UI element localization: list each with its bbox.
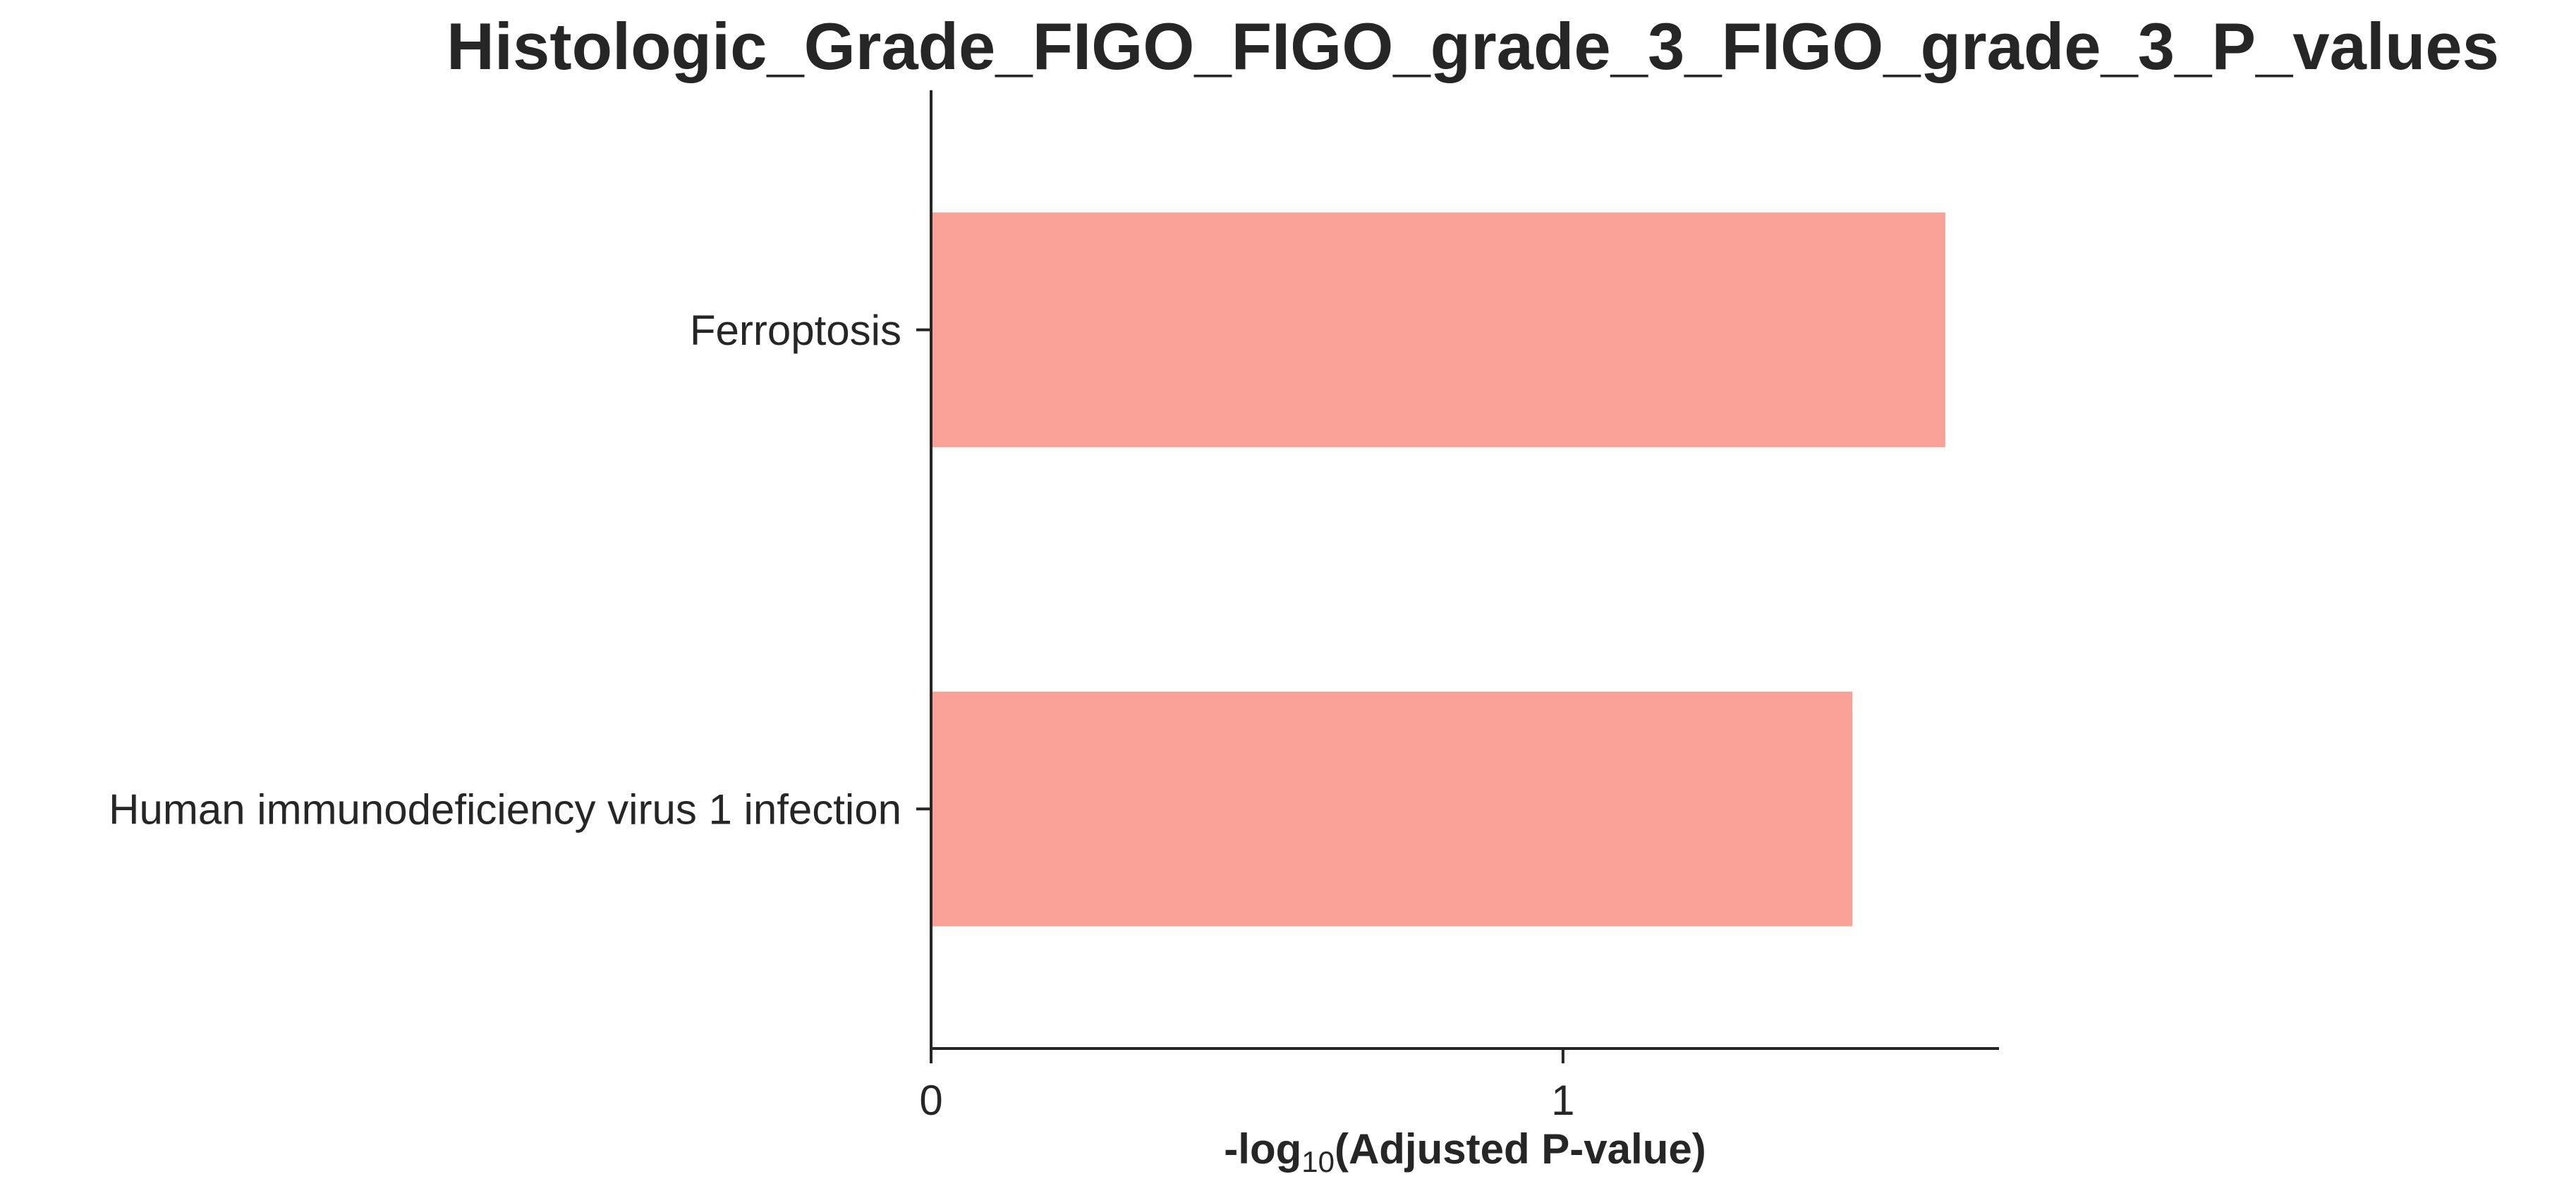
x-axis-label: -log10(Adjusted P-value) [1224,1125,1706,1178]
y-tick-label: Ferroptosis [690,307,901,354]
bar-1 [931,691,1853,927]
chart-title: Histologic_Grade_FIGO_FIGO_grade_3_FIGO_… [446,9,2499,83]
y-tick-label: Human immunodeficiency virus 1 infection [109,786,901,833]
y-axis-ticks: Ferroptosis Human immunodeficiency virus … [109,307,931,833]
x-axis-label-prefix: -log [1224,1125,1301,1173]
bar-0 [931,212,1945,448]
x-axis-label-subscript: 10 [1301,1145,1335,1178]
x-tick-label: 1 [1551,1077,1574,1124]
bars-group [931,212,1945,927]
x-tick-label: 0 [919,1077,942,1124]
x-axis-label-suffix: (Adjusted P-value) [1335,1125,1706,1173]
